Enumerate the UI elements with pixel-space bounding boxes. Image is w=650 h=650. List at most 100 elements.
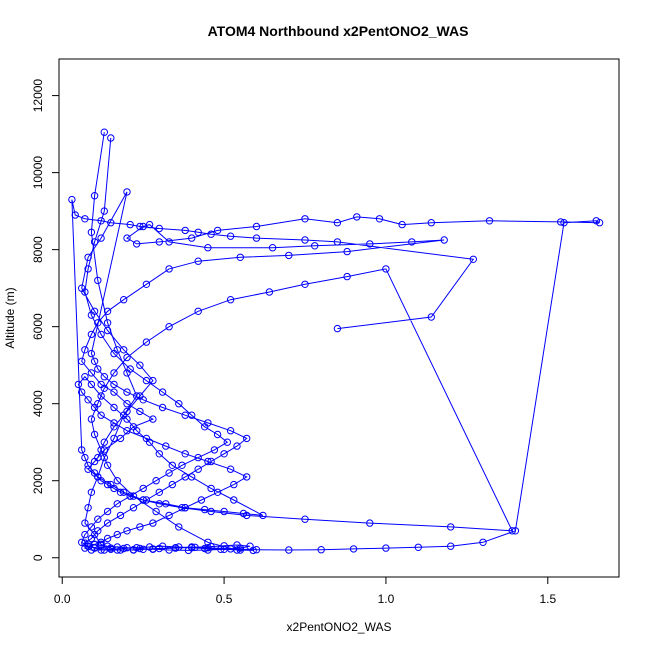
data-point [84,396,92,404]
data-point [94,400,102,408]
data-point [123,407,131,416]
plot-area [68,128,604,555]
data-point [120,346,128,354]
data-point [90,357,99,365]
data-point [508,527,516,535]
data-point [90,307,99,315]
data-point [243,511,251,520]
data-point [87,380,96,389]
data-point [220,542,228,550]
series-line [81,137,251,551]
data-point [116,488,125,496]
data-point [243,473,251,481]
data-point [194,257,202,265]
data-point [233,442,241,450]
y-tick-label: 4000 [31,390,45,417]
data-point [259,511,267,520]
data-point [113,500,122,508]
data-point [223,438,232,446]
data-point [145,220,154,229]
data-point [84,465,92,473]
data-point [158,388,167,396]
series-2 [78,134,254,555]
data-point [207,230,215,238]
data-point [87,523,96,531]
data-point [152,477,160,485]
y-tick-label: 12000 [31,79,45,113]
data-point [447,523,455,531]
data-point [181,226,189,235]
data-point [149,545,157,553]
data-point [116,511,125,520]
x-tick-label: 1.5 [539,592,556,606]
data-point [81,346,89,354]
data-point [136,361,144,369]
data-point [226,465,235,473]
data-point [87,330,96,339]
data-point [81,453,89,462]
data-point [103,319,112,327]
data-point [133,427,141,435]
data-point [103,534,112,543]
data-point [110,369,118,377]
data-point [87,534,96,543]
data-point [285,251,293,260]
data-point [194,465,202,473]
data-point [210,446,219,454]
data-point [479,538,487,546]
data-point [97,234,105,242]
data-point [168,480,177,489]
data-point [301,236,309,244]
data-point [165,511,173,520]
x-tick-label: 1.0 [378,592,395,606]
data-point [110,403,118,412]
data-point [149,519,157,527]
data-point [123,188,131,196]
data-point [110,484,118,493]
data-point [133,240,141,248]
data-point [142,280,151,288]
data-point [236,544,245,552]
data-point [204,546,212,554]
data-point [87,369,96,377]
data-point [301,215,309,223]
data-point [152,507,160,516]
data-point [301,280,309,288]
data-point [162,442,170,450]
data-point [252,222,261,231]
data-point [175,523,183,531]
data-point [113,477,122,485]
data-point [427,313,435,321]
data-point [301,515,309,523]
data-point [317,546,325,554]
data-point [265,288,274,296]
data-point [226,427,235,435]
data-point [142,434,151,443]
data-point [94,276,102,285]
data-point [139,222,147,231]
data-point [204,244,212,252]
data-point [120,488,128,496]
data-point [230,496,238,504]
data-point [149,415,157,423]
data-point [94,453,102,462]
data-point [142,496,151,504]
data-point [333,324,342,333]
data-point [194,228,202,237]
data-point [113,543,122,551]
data-point [252,234,261,242]
data-point [136,407,144,416]
data-point [375,215,384,223]
data-point [188,234,196,242]
data-point [81,373,89,381]
y-tick-label: 10000 [31,156,45,190]
data-point [120,296,128,304]
data-point [171,544,180,552]
data-point [165,323,173,331]
data-point [155,500,164,508]
data-point [74,380,83,389]
data-point [139,484,147,493]
data-point [353,213,361,221]
data-point [311,242,319,250]
data-point [226,296,235,304]
